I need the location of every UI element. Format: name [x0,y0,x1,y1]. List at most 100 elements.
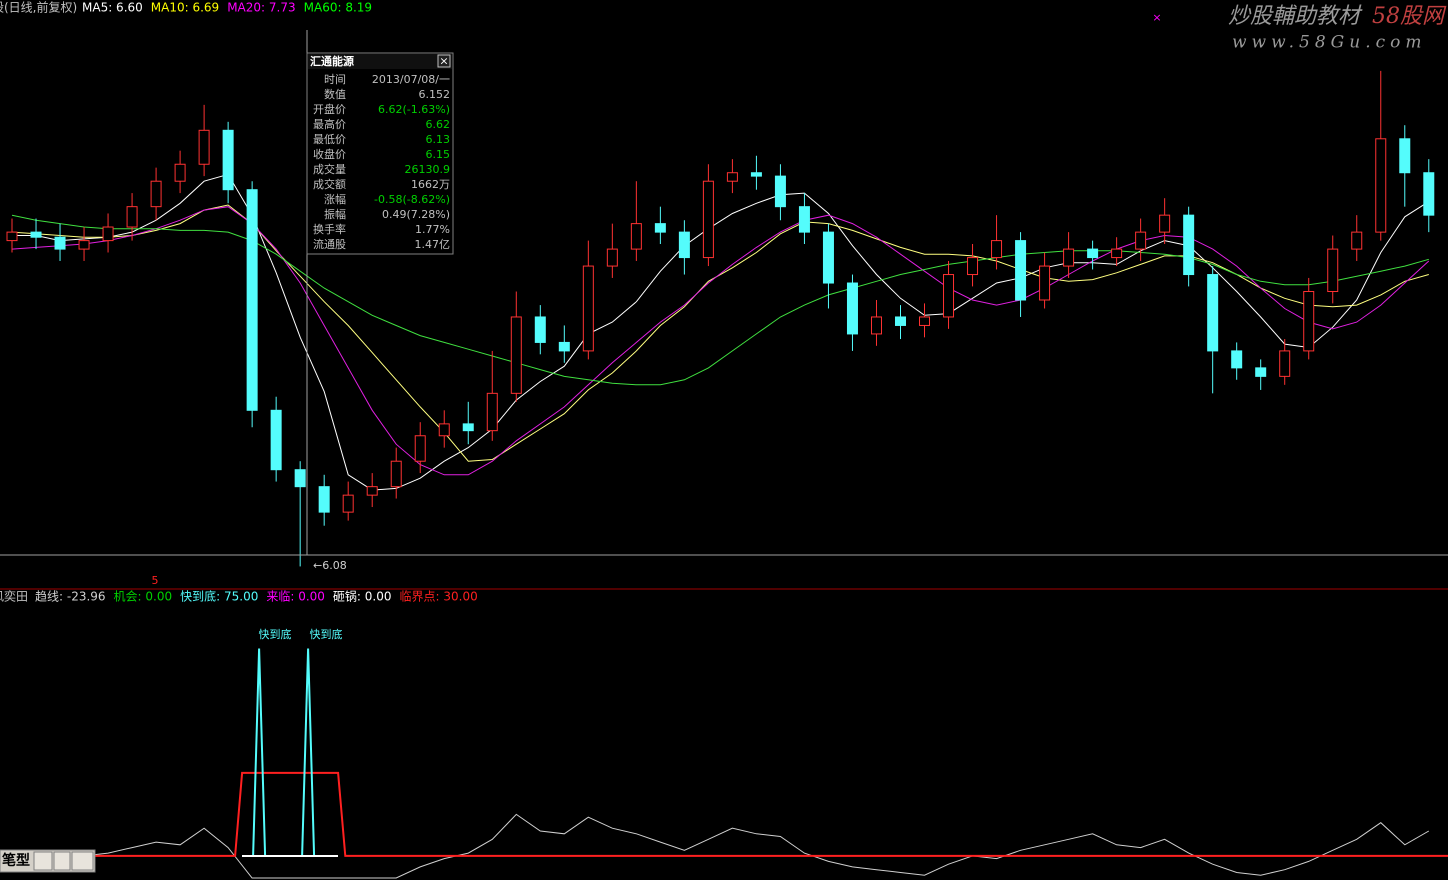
candle-body [967,257,979,276]
low-label: ←6.08 [313,559,347,572]
candle-body [270,409,282,471]
tooltip-rows: 时间 2013/07/08/一数值 6.152 开盘价 6.62(-1.63%) 最高价 6… [313,73,450,251]
legend-entry: 趋线: -23.96 [35,590,106,604]
candle-body [390,460,402,488]
tooltip-label: 收盘价 [313,147,346,161]
candle-body [654,223,666,233]
legend-entry: MA20: 7.73 [227,1,295,15]
candle-body [1111,248,1123,259]
candle-body [702,180,714,259]
toolbar-button[interactable]: 笔型 [2,852,30,869]
tooltip-titlebar [308,54,452,69]
candle-body [246,189,258,411]
candle-body [919,316,931,326]
tooltip-label: 流通股 [313,237,346,251]
candle-body [102,226,114,242]
candle-body [414,435,426,462]
tooltip-value: 1.77% [415,223,450,236]
indicator-legend: 趋线: -23.96 机会: 0.00 快到底: 75.00 来临: 0.00 砸锅: … [35,589,478,604]
toolbar-icon[interactable] [71,851,94,871]
candle-body [798,206,810,233]
tooltip-label: 涨幅 [324,193,346,206]
tooltip-label: 最低价 [313,133,346,146]
candle-body [774,175,786,208]
tooltip-value: 0.49(7.28%) [382,208,450,221]
candle-body [126,206,138,228]
candle-body [1231,350,1243,369]
candle-body [1063,248,1075,267]
indicator-line [252,648,316,856]
tooltip-close-icon[interactable]: × [439,55,448,68]
candle-body [30,231,42,238]
candle-body [1255,367,1267,377]
legend-entry: MA5: 6.60 [82,1,143,15]
candle-body [366,486,378,496]
tooltip-title: 汇通能源 [310,54,354,68]
toolbar-icon[interactable] [33,851,53,871]
candle-body [510,316,522,394]
toolbar: 笔型 [0,849,96,873]
candle-body [630,223,642,250]
candle-body [150,180,162,208]
tooltip-value: 6.15 [426,148,451,161]
candle-body [558,341,570,352]
candle-body [991,240,1003,259]
candle-body [462,423,474,432]
indicator-panel [0,648,1448,879]
indicator-line [0,771,1448,857]
tooltip-value: 26130.9 [405,163,451,176]
candle-body [726,172,738,182]
candle-body [78,240,90,250]
tooltip-value: 1.47亿 [415,238,451,251]
candle-body [1039,265,1051,301]
candle-body [1087,248,1099,259]
candle-body [1375,138,1387,233]
watermark: 炒股輔助教材 58股网 www.58Gu.com [1228,4,1447,53]
ma-legend: MA5: 6.60 MA10: 6.69 MA20: 7.73 MA60: 8.19 [82,1,372,15]
tooltip-label: 最高价 [313,117,346,131]
tooltip-box [306,52,454,255]
tooltip-label: 振幅 [324,207,346,221]
candle-body [1327,248,1339,293]
legend-entry: MA60: 8.19 [304,1,372,15]
candle-body [846,282,858,335]
tooltip-label: 换手率 [313,222,346,236]
candle-body [198,129,210,165]
indicator-title: 风奕田 [0,589,28,604]
candle-body [1399,138,1411,174]
candle-body [870,316,882,335]
candle-body [438,423,450,437]
candle-body [174,163,186,182]
tooltip-value: 2013/07/08/一 [372,73,450,86]
legend-entry: 快到底: 75.00 [180,589,258,604]
candle-body [1207,274,1219,352]
candle-body [1183,214,1195,276]
legend-entry: 来临: 0.00 [266,590,325,604]
tooltip-close[interactable] [437,54,451,68]
candle-body [894,316,906,326]
candle-body [534,316,546,343]
tooltip-label: 开盘价 [313,102,346,116]
candle-body [342,494,354,513]
annotation: 快到底 [310,627,343,641]
candle-body [822,231,834,284]
candle-body [486,392,498,432]
signal-marker: 5 [152,574,159,587]
watermark-brand: 58股网 [1372,4,1447,29]
legend-entry: MA10: 6.69 [151,1,219,15]
candle-body [1423,172,1435,216]
tooltip-value: 6.152 [419,88,451,101]
candle-body [1159,214,1171,233]
toolbar-icon[interactable] [53,851,71,871]
tooltip-label: 时间 [324,73,346,86]
candle-body [1303,291,1315,352]
watermark-text: 炒股輔助教材 [1228,4,1363,29]
candle-body [1135,231,1147,250]
candle-body [606,248,618,267]
cross-marker: × [1152,11,1161,24]
candle-body [222,129,234,191]
price-panel [6,70,1435,567]
tooltip-value: 6.62 [426,118,451,131]
tooltip-value: 6.13 [426,133,451,146]
